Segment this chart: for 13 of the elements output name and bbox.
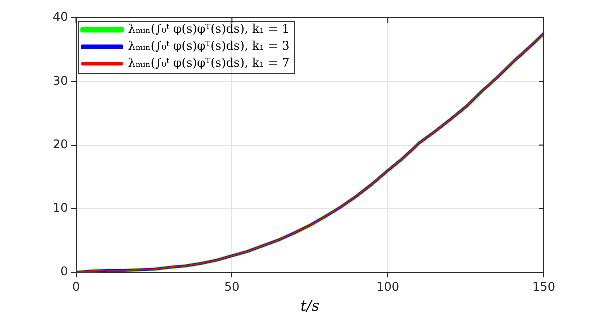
y-tick-label: 30 — [52, 74, 68, 88]
y-tick-label: 40 — [52, 10, 68, 24]
y-tick-label: 10 — [52, 201, 68, 216]
x-axis-title: t/s — [300, 296, 320, 315]
legend-label: λₘᵢₙ(∫₀ᵗ φ(s)φᵀ(s)ds), k₁ = 1 — [128, 22, 290, 36]
x-tick-label: 100 — [376, 280, 400, 294]
y-tick-label: 0 — [60, 264, 68, 279]
legend-label: λₘᵢₙ(∫₀ᵗ φ(s)φᵀ(s)ds), k₁ = 7 — [128, 56, 290, 70]
x-tick-label: 0 — [72, 280, 80, 294]
legend-label: λₘᵢₙ(∫₀ᵗ φ(s)φᵀ(s)ds), k₁ = 3 — [128, 39, 290, 54]
y-tick-label: 20 — [52, 137, 68, 152]
x-tick-label: 50 — [224, 280, 240, 294]
x-tick-label: 150 — [532, 280, 556, 294]
